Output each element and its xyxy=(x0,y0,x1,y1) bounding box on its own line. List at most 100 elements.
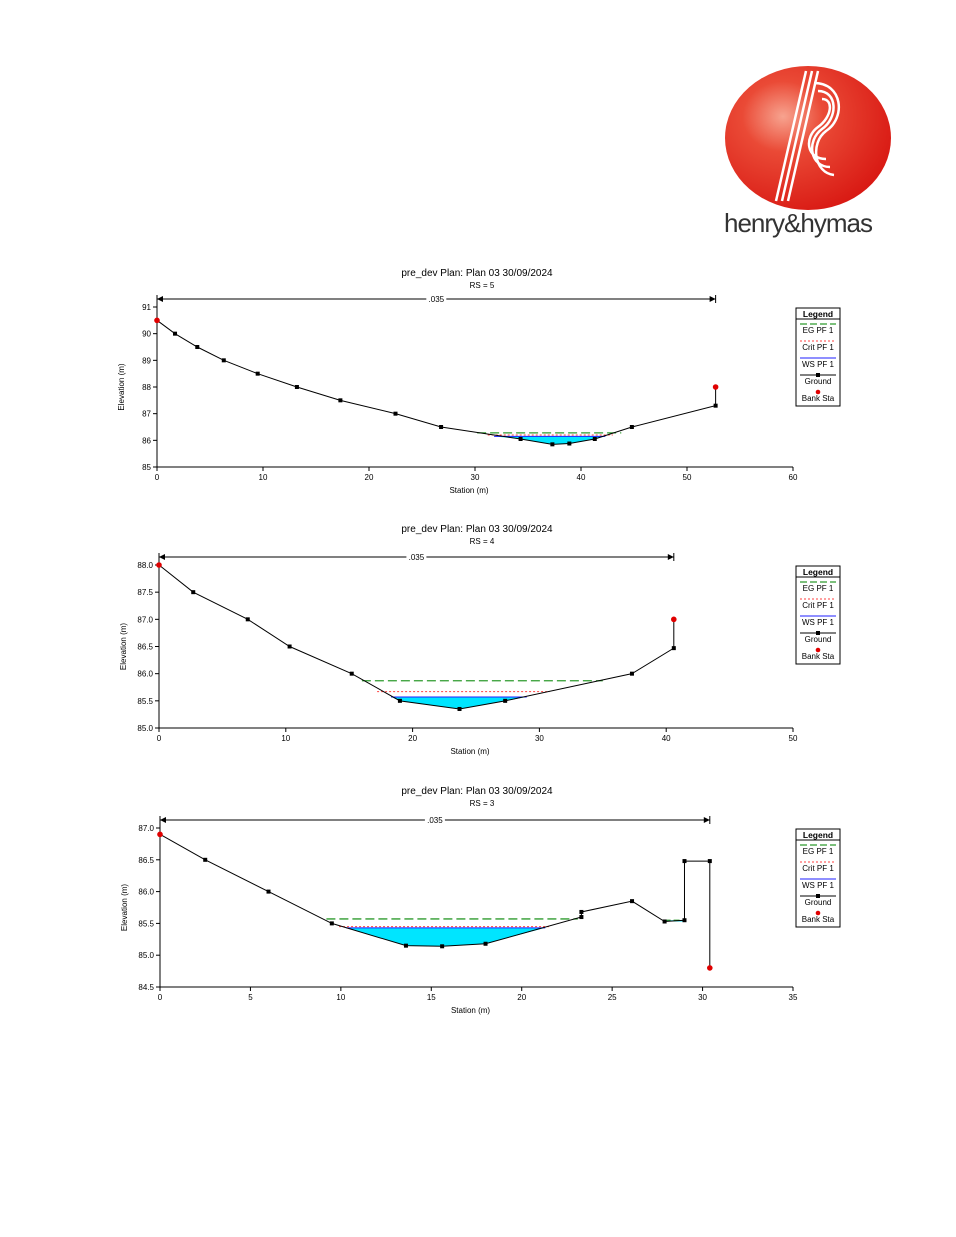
chart-subtitle: RS = 3 xyxy=(470,799,495,808)
manning-arrow-right xyxy=(703,817,710,823)
ground-point xyxy=(503,698,508,703)
ground-point xyxy=(403,943,408,948)
legend-entry-label: Bank Sta xyxy=(802,652,835,661)
brand-wordmark: henry&hymas xyxy=(724,208,873,238)
legend-entry-label: WS PF 1 xyxy=(802,881,835,890)
x-tick-label: 10 xyxy=(259,473,268,482)
ground-point xyxy=(191,590,196,595)
ground-point xyxy=(707,859,712,864)
x-axis-label: Station (m) xyxy=(450,747,489,756)
bank-station-point xyxy=(156,562,162,568)
henry-hymas-logo xyxy=(725,66,891,210)
ground-line xyxy=(159,833,711,968)
legend-swatch-marker xyxy=(816,373,820,377)
legend-swatch-marker xyxy=(816,894,820,898)
bank-station-point xyxy=(157,831,163,838)
manning-label-bg xyxy=(426,294,447,303)
x-axis-label: Station (m) xyxy=(449,486,488,495)
y-axis-label: Elevation (m) xyxy=(117,363,126,410)
legend-swatch-marker xyxy=(816,631,820,635)
bank-station-point xyxy=(707,965,713,971)
legend-entry-label: Bank Sta xyxy=(802,394,835,403)
y-tick-label: 86.0 xyxy=(137,670,153,679)
ground-point xyxy=(349,671,354,676)
bank-station-point xyxy=(712,384,719,390)
ground-line xyxy=(156,319,717,445)
chart-subtitle: RS = 5 xyxy=(470,281,495,290)
ground-point xyxy=(245,617,250,622)
ground-point xyxy=(629,671,634,676)
x-tick-label: 15 xyxy=(427,993,436,1002)
legend-entry-label: Ground xyxy=(805,377,832,386)
chart-subtitle: RS = 4 xyxy=(470,537,495,546)
ground-point xyxy=(195,345,200,349)
x-tick-label: 60 xyxy=(789,473,798,482)
y-tick-label: 91 xyxy=(142,303,151,312)
legend-entry-label: EG PF 1 xyxy=(803,584,834,593)
ground-point xyxy=(173,331,178,336)
ground-point xyxy=(713,403,718,408)
legend-entry-label: WS PF 1 xyxy=(802,618,835,627)
y-tick-label: 85 xyxy=(142,463,151,472)
ground-point xyxy=(630,899,635,904)
x-tick-label: 40 xyxy=(662,734,671,743)
bank-station-point xyxy=(671,616,677,623)
x-tick-label: 35 xyxy=(789,993,798,1002)
manning-label: .035 xyxy=(429,295,445,304)
legend-entry-label: Crit PF 1 xyxy=(802,601,834,610)
ground-point xyxy=(397,698,402,703)
chart-title: pre_dev Plan: Plan 03 30/09/2024 xyxy=(401,268,553,279)
x-tick-label: 30 xyxy=(471,473,480,482)
y-tick-label: 87.0 xyxy=(138,824,154,833)
cross-section-chart-rs4: pre_dev Plan: Plan 03 30/09/2024 RS = 4 0 1… xyxy=(119,524,841,756)
x-tick-label: 0 xyxy=(157,734,162,743)
water-area xyxy=(391,697,527,709)
ground-point xyxy=(662,919,667,924)
y-tick-label: 86 xyxy=(142,436,151,445)
ground-point xyxy=(550,442,555,447)
water-area xyxy=(346,927,546,947)
ground-point xyxy=(682,918,687,923)
x-tick-label: 10 xyxy=(281,734,290,743)
ground-point xyxy=(294,385,299,389)
ground-point xyxy=(329,921,334,926)
legend-entry-label: WS PF 1 xyxy=(802,360,835,369)
chart-title: pre_dev Plan: Plan 03 30/09/2024 xyxy=(401,524,553,535)
ground-point xyxy=(255,371,260,376)
ground-point xyxy=(221,358,226,363)
manning-label: .035 xyxy=(409,553,425,562)
x-tick-label: 0 xyxy=(155,473,160,482)
x-tick-label: 30 xyxy=(535,734,544,743)
ground-point xyxy=(457,706,462,711)
ground-point xyxy=(579,909,584,914)
manning-label: .035 xyxy=(427,816,443,825)
ground-point xyxy=(682,859,687,864)
y-tick-label: 87 xyxy=(142,410,151,419)
legend-entry-label: Crit PF 1 xyxy=(802,343,834,352)
manning-arrow-left xyxy=(157,296,163,302)
legend-swatch-marker xyxy=(815,647,821,653)
ground-point xyxy=(393,411,398,416)
x-tick-label: 50 xyxy=(789,734,798,743)
manning-arrow-right xyxy=(667,554,674,560)
manning-label-bg xyxy=(424,815,445,824)
ground-point xyxy=(567,441,572,446)
ground-point xyxy=(518,437,523,441)
x-tick-label: 30 xyxy=(698,993,707,1002)
legend-entry-label: Crit PF 1 xyxy=(802,864,834,873)
y-tick-label: 89 xyxy=(142,356,151,365)
y-tick-label: 85.0 xyxy=(138,951,154,960)
x-tick-label: 40 xyxy=(577,473,586,482)
y-tick-label: 86.5 xyxy=(137,643,153,652)
y-tick-label: 88 xyxy=(142,383,151,392)
y-tick-label: 87.5 xyxy=(137,588,153,597)
bank-station-point xyxy=(154,317,160,324)
y-axis-label: Elevation (m) xyxy=(120,884,129,931)
legend-swatch-marker xyxy=(815,910,821,916)
x-axis-label: Station (m) xyxy=(451,1006,490,1015)
y-tick-label: 87.0 xyxy=(137,615,153,624)
cross-section-chart-rs3: pre_dev Plan: Plan 03 30/09/2024 RS = 3 0 5… xyxy=(120,786,841,1015)
cross-section-chart-rs5: pre_dev Plan: Plan 03 30/09/2024 RS = 5 0 1… xyxy=(117,268,841,495)
y-tick-label: 85.0 xyxy=(137,724,153,733)
x-tick-label: 25 xyxy=(608,993,617,1002)
